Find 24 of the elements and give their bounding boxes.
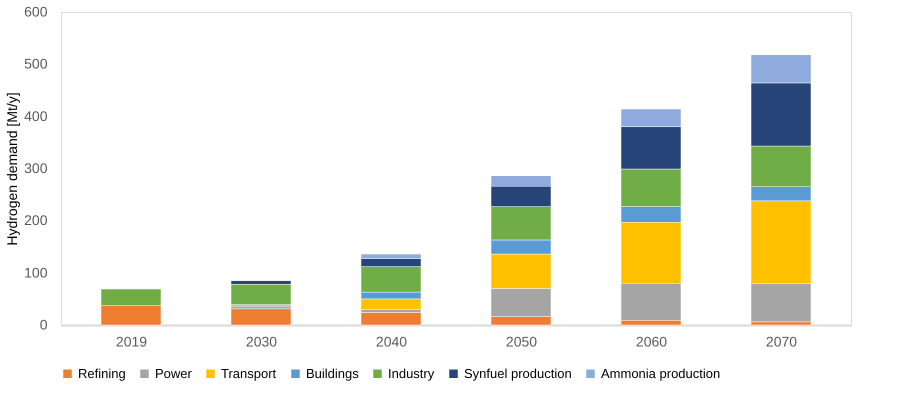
y-tick-label: 100 — [24, 264, 48, 280]
x-tick-label: 2019 — [116, 334, 148, 350]
legend-label: Buildings — [306, 366, 360, 381]
legend-label: Synfuel production — [464, 366, 572, 381]
legend-label: Transport — [221, 366, 277, 381]
x-tick-label: 2030 — [246, 334, 278, 350]
x-tick-label: 2040 — [376, 334, 408, 350]
legend-label: Industry — [388, 366, 435, 381]
legend-label: Power — [155, 366, 193, 381]
y-tick-label: 400 — [24, 108, 48, 124]
x-tick-label: 2060 — [636, 334, 668, 350]
x-tick-label: 2070 — [766, 334, 798, 350]
y-tick-label: 0 — [40, 316, 48, 332]
y-tick-label: 300 — [24, 160, 48, 176]
y-tick-label: 200 — [24, 212, 48, 228]
y-tick-label: 500 — [24, 56, 48, 72]
y-axis-title: Hydrogen demand [Mt/y] — [4, 92, 20, 246]
bar — [360, 312, 422, 326]
legend-label: Refining — [78, 366, 126, 381]
bar — [230, 284, 292, 305]
legend-label: Ammonia production — [601, 366, 720, 381]
x-tick-label: 2050 — [506, 334, 538, 350]
bar — [230, 308, 292, 326]
y-tick-label: 600 — [24, 4, 48, 20]
